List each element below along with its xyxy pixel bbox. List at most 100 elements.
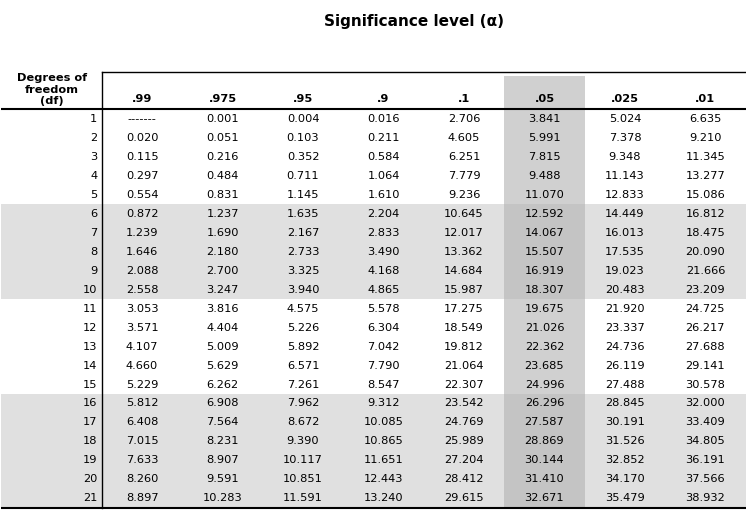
Text: 15.086: 15.086: [686, 189, 725, 200]
Text: .9: .9: [377, 94, 390, 104]
Text: 13.240: 13.240: [364, 493, 403, 504]
Text: 5.226: 5.226: [287, 322, 319, 332]
Text: 18.549: 18.549: [444, 322, 484, 332]
Text: .05: .05: [534, 94, 554, 104]
Text: 2.167: 2.167: [287, 228, 319, 237]
Text: 9.312: 9.312: [368, 398, 400, 409]
Text: 11.143: 11.143: [605, 171, 645, 181]
Text: 3.325: 3.325: [287, 266, 319, 276]
Bar: [1, 470, 746, 489]
Text: 8.907: 8.907: [206, 456, 239, 465]
Text: 0.484: 0.484: [206, 171, 239, 181]
Text: 7.633: 7.633: [125, 456, 158, 465]
Text: .1: .1: [458, 94, 470, 104]
Text: 33.409: 33.409: [686, 417, 725, 427]
Text: 0.051: 0.051: [206, 133, 239, 142]
Bar: [1, 432, 746, 451]
Text: 5: 5: [90, 189, 97, 200]
Bar: [504, 242, 585, 261]
Text: 11: 11: [83, 303, 97, 314]
Text: 4.660: 4.660: [126, 361, 158, 370]
Text: 17: 17: [83, 417, 97, 427]
Text: 12.017: 12.017: [444, 228, 484, 237]
Bar: [504, 280, 585, 299]
Text: 1: 1: [90, 114, 97, 124]
Text: 30.144: 30.144: [524, 456, 564, 465]
Text: 12.443: 12.443: [364, 474, 403, 485]
Text: 0.115: 0.115: [125, 152, 158, 162]
Text: 28.412: 28.412: [444, 474, 484, 485]
Text: 28.845: 28.845: [605, 398, 645, 409]
Text: 35.479: 35.479: [605, 493, 645, 504]
Bar: [504, 261, 585, 280]
Text: 18: 18: [83, 437, 97, 446]
Text: 8.231: 8.231: [206, 437, 239, 446]
Text: 1.237: 1.237: [206, 208, 239, 219]
Bar: [1, 261, 746, 280]
Text: 30.191: 30.191: [605, 417, 645, 427]
Text: 5.229: 5.229: [126, 379, 158, 390]
Text: .01: .01: [695, 94, 716, 104]
Text: .95: .95: [293, 94, 313, 104]
Text: .025: .025: [611, 94, 639, 104]
Text: .975: .975: [208, 94, 237, 104]
Text: 21.026: 21.026: [524, 322, 564, 332]
Bar: [504, 432, 585, 451]
Text: 7.815: 7.815: [528, 152, 561, 162]
Text: 6.635: 6.635: [689, 114, 722, 124]
Text: 16.013: 16.013: [605, 228, 645, 237]
Bar: [504, 470, 585, 489]
Text: 7.779: 7.779: [447, 171, 480, 181]
Text: 16.919: 16.919: [524, 266, 564, 276]
Text: 3.940: 3.940: [287, 284, 319, 295]
Text: 0.016: 0.016: [368, 114, 400, 124]
Text: 17.535: 17.535: [605, 247, 645, 256]
Text: 24.996: 24.996: [524, 379, 564, 390]
Text: 6.571: 6.571: [287, 361, 319, 370]
Text: 5.578: 5.578: [368, 303, 400, 314]
Bar: [1, 413, 746, 432]
Text: 20.090: 20.090: [686, 247, 725, 256]
Text: 28.869: 28.869: [524, 437, 564, 446]
Text: 6.262: 6.262: [206, 379, 238, 390]
Text: 5.812: 5.812: [125, 398, 158, 409]
Text: 0.103: 0.103: [287, 133, 320, 142]
Text: 23.337: 23.337: [605, 322, 645, 332]
Text: 9.210: 9.210: [689, 133, 722, 142]
Text: 16.812: 16.812: [686, 208, 725, 219]
Text: 7.015: 7.015: [125, 437, 158, 446]
Text: 23.685: 23.685: [524, 361, 564, 370]
Bar: [1, 489, 746, 508]
Text: 2.706: 2.706: [447, 114, 480, 124]
Bar: [504, 147, 585, 166]
Bar: [1, 280, 746, 299]
Text: 0.297: 0.297: [125, 171, 158, 181]
Text: 15: 15: [83, 379, 97, 390]
Text: 19: 19: [83, 456, 97, 465]
Text: 19.023: 19.023: [605, 266, 645, 276]
Text: 22.307: 22.307: [444, 379, 484, 390]
Text: 0.020: 0.020: [125, 133, 158, 142]
Text: 2.833: 2.833: [368, 228, 400, 237]
Text: 0.872: 0.872: [125, 208, 158, 219]
Text: 27.488: 27.488: [605, 379, 645, 390]
Text: 8.897: 8.897: [125, 493, 158, 504]
Text: 18.307: 18.307: [524, 284, 565, 295]
Text: 7.261: 7.261: [287, 379, 319, 390]
Bar: [504, 223, 585, 242]
Text: 2.558: 2.558: [125, 284, 158, 295]
Text: 36.191: 36.191: [686, 456, 725, 465]
Text: 29.615: 29.615: [444, 493, 484, 504]
Text: 5.009: 5.009: [206, 342, 239, 351]
Text: 24.725: 24.725: [686, 303, 725, 314]
Text: 4.404: 4.404: [206, 322, 239, 332]
Bar: [1, 451, 746, 470]
Text: 6.908: 6.908: [206, 398, 239, 409]
Text: 0.584: 0.584: [368, 152, 400, 162]
Text: 26.119: 26.119: [605, 361, 645, 370]
Text: 29.141: 29.141: [686, 361, 725, 370]
Bar: [504, 204, 585, 223]
Text: 14: 14: [83, 361, 97, 370]
Text: 14.449: 14.449: [605, 208, 645, 219]
Text: 0.554: 0.554: [125, 189, 158, 200]
